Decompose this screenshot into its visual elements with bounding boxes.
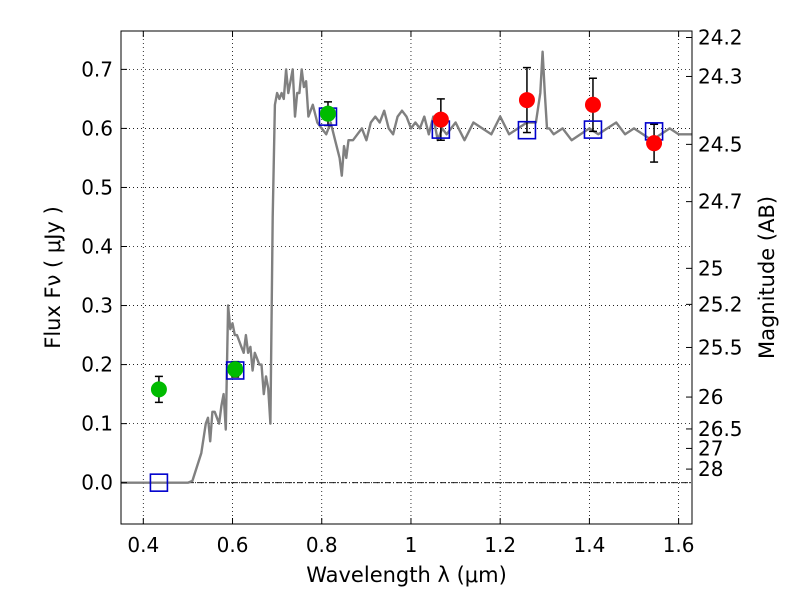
x-tick-label: 1.2 xyxy=(484,533,516,557)
axis-ticks xyxy=(121,31,692,524)
grid xyxy=(121,31,692,524)
green-point-marker xyxy=(319,105,336,122)
y2-tick-label: 28 xyxy=(698,457,723,481)
y2-tick-label: 24.5 xyxy=(698,132,743,156)
y-tick-label: 0.5 xyxy=(81,175,113,199)
x-tick-label: 1.4 xyxy=(573,533,605,557)
template-spectrum xyxy=(121,50,692,484)
y-tick-label: 0.3 xyxy=(81,294,113,318)
x-tick-label: 0.6 xyxy=(217,533,249,557)
y-tick-label: 0.1 xyxy=(81,412,113,436)
x-tick-labels: 0.4 0.6 0.8 1 1.2 1.4 1.6 xyxy=(127,533,694,557)
y2-tick-label: 24.3 xyxy=(698,64,743,88)
y2-tick-label: 27 xyxy=(698,436,723,460)
model-square-marker xyxy=(517,120,537,140)
x-axis-label: Wavelength λ (μm) xyxy=(306,563,507,587)
y2-tick-label: 24.2 xyxy=(698,25,743,49)
y2-tick-label: 26 xyxy=(698,385,723,409)
red-point-marker xyxy=(646,135,663,152)
x-tick-label: 0.4 xyxy=(127,533,159,557)
x-tick-label: 0.8 xyxy=(306,533,338,557)
y2-tick-label: 26.5 xyxy=(698,417,743,441)
y-axis-label: Flux Fν ( μJy ) xyxy=(41,206,65,349)
model-square-marker xyxy=(583,120,603,139)
x-tick-label: 1 xyxy=(405,533,418,557)
y-tick-label: 0.6 xyxy=(81,116,113,140)
y2-tick-label: 24.7 xyxy=(698,190,743,214)
y-tick-labels: 0.0 0.1 0.2 0.3 0.4 0.5 0.6 0.7 xyxy=(81,57,113,494)
green-point-marker xyxy=(150,381,167,398)
red-point-marker xyxy=(584,96,601,113)
y2-tick-label: 25.2 xyxy=(698,292,743,316)
y-tick-label: 0.4 xyxy=(81,235,113,259)
plot-frame xyxy=(120,30,693,525)
template-spectrum-line xyxy=(121,50,692,484)
green-point-marker xyxy=(227,361,244,378)
y-tick-label: 0.7 xyxy=(81,57,113,81)
y2-tick-label: 25 xyxy=(698,256,723,280)
red-point-marker xyxy=(518,92,535,109)
x-tick-label: 1.6 xyxy=(663,533,695,557)
data-markers xyxy=(149,92,664,492)
y-tick-label: 0.0 xyxy=(81,471,113,495)
y2-axis-label: Magnitude (AB) xyxy=(755,196,779,359)
y2-tick-label: 25.5 xyxy=(698,335,743,359)
red-point-marker xyxy=(432,111,449,128)
model-square-marker xyxy=(149,473,169,492)
y-tick-label: 0.2 xyxy=(81,353,113,377)
